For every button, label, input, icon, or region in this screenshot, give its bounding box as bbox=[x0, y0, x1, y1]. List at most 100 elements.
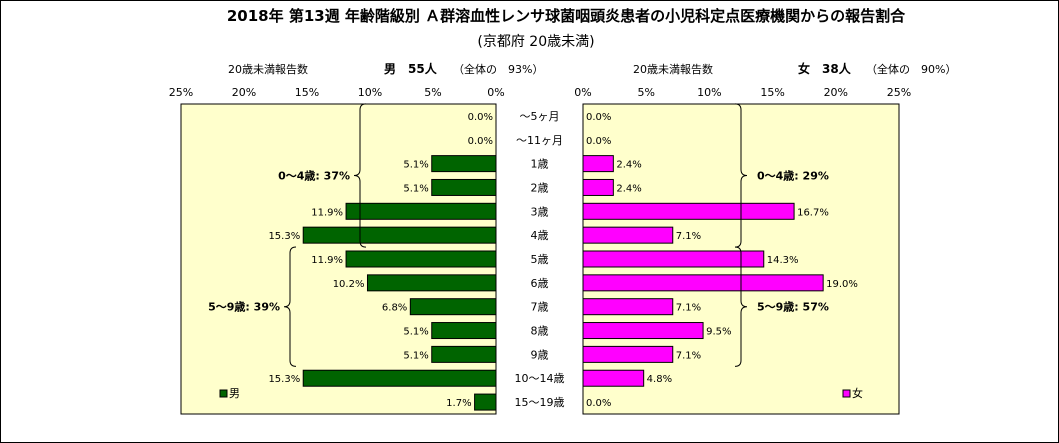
female-bar bbox=[582, 202, 795, 220]
female-bar-label: 14.3% bbox=[767, 255, 799, 266]
category-label: ～5ヶ月 bbox=[520, 110, 560, 123]
female-tick-label: 5% bbox=[637, 86, 654, 99]
chart-subtitle: (京都府 20歳未満) bbox=[477, 34, 594, 50]
male-bar bbox=[474, 393, 497, 411]
male-bar-label: 6.8% bbox=[382, 303, 407, 314]
female-total: 女 38人 bbox=[798, 61, 852, 76]
female-bar bbox=[582, 345, 674, 363]
male-bar-label: 5.1% bbox=[403, 350, 428, 361]
age-group-bracket bbox=[734, 246, 748, 367]
female-caption: 20歳未満報告数 bbox=[633, 63, 713, 76]
category-label: 5歳 bbox=[531, 253, 549, 266]
male-tick-label: 0% bbox=[487, 86, 504, 99]
male-bar bbox=[431, 178, 497, 196]
female-bar bbox=[582, 155, 614, 173]
category-label: 4歳 bbox=[531, 229, 549, 242]
age-group-bracket bbox=[353, 103, 367, 248]
female-bar-label: 0.0% bbox=[586, 136, 611, 147]
category-label: 6歳 bbox=[531, 277, 549, 290]
male-tick-label: 5% bbox=[424, 86, 441, 99]
chart-title: 2018年 第13週 年齢階級別 Ａ群溶血性レンサ球菌咽頭炎患者の小児科定点医療… bbox=[227, 7, 906, 25]
bar-data-labels: 0.0% 0.0% 0.0% 0.0% 5.1% 2.4% 5.1% 2.4% 11.9% 16.… bbox=[268, 112, 858, 409]
female-bar bbox=[582, 226, 674, 244]
male-bar-label: 1.7% bbox=[446, 398, 471, 409]
male-bar bbox=[431, 322, 497, 340]
female-bar-label: 0.0% bbox=[586, 112, 611, 123]
female-bar-label: 9.5% bbox=[706, 327, 731, 338]
male-bar bbox=[302, 226, 497, 244]
category-label: 2歳 bbox=[531, 181, 549, 194]
female-bar-label: 16.7% bbox=[797, 207, 829, 218]
female-share: （全体の 90%） bbox=[866, 62, 956, 76]
female-bar-label: 4.8% bbox=[647, 374, 672, 385]
male-bar bbox=[366, 274, 497, 292]
category-label: 1歳 bbox=[531, 158, 549, 171]
category-label: 15～19歳 bbox=[515, 396, 565, 409]
female-bar bbox=[582, 369, 645, 387]
female-tick-label: 15% bbox=[760, 86, 784, 99]
female-bar bbox=[582, 322, 704, 340]
male-bar bbox=[302, 369, 497, 387]
female-tick-label: 10% bbox=[697, 86, 721, 99]
female-legend-swatch bbox=[842, 389, 851, 398]
male-bar-label: 0.0% bbox=[468, 112, 493, 123]
category-label: 9歳 bbox=[531, 348, 549, 361]
category-labels: ～5ヶ月 ～11ヶ月 1歳 2歳 3歳 4歳 5歳 6歳 7歳 8歳 9歳 10～14歳 15～19歳 bbox=[515, 110, 565, 409]
male-axis-ticks: 25% 20% 15% 10% 5% 0% bbox=[169, 86, 505, 99]
category-label: 8歳 bbox=[531, 325, 549, 338]
male-bar bbox=[431, 345, 497, 363]
male-total: 男 55人 bbox=[384, 61, 438, 76]
male-legend-label: 男 bbox=[229, 387, 240, 400]
male-tick-label: 20% bbox=[232, 86, 256, 99]
male-bar-label: 0.0% bbox=[468, 136, 493, 147]
chart-legend: 男女 bbox=[219, 386, 863, 400]
female-bar bbox=[582, 250, 765, 268]
age-group-bracket bbox=[734, 103, 748, 248]
female-tick-label: 20% bbox=[824, 86, 848, 99]
female-bar bbox=[582, 178, 614, 196]
male-bar-label: 11.9% bbox=[311, 207, 343, 218]
male-bar-label: 15.3% bbox=[268, 231, 300, 242]
age-group-brackets: 0～4歳: 37% 5～9歳: 39% 0～4歳: 29% 5～9歳: 57% bbox=[208, 103, 829, 367]
category-label: 10～14歳 bbox=[515, 372, 565, 385]
age-group-label: 5～9歳: 57% bbox=[757, 300, 829, 314]
male-bar bbox=[431, 155, 497, 173]
female-bar-label: 19.0% bbox=[826, 279, 858, 290]
male-bar-label: 10.2% bbox=[333, 279, 365, 290]
category-label: 3歳 bbox=[531, 205, 549, 218]
male-tick-label: 15% bbox=[295, 86, 319, 99]
age-group-label: 0～4歳: 29% bbox=[757, 169, 829, 183]
male-bar-label: 5.1% bbox=[403, 160, 428, 171]
male-bar-label: 15.3% bbox=[268, 374, 300, 385]
male-share: （全体の 93%） bbox=[453, 62, 543, 76]
male-bar-label: 5.1% bbox=[403, 327, 428, 338]
male-tick-label: 25% bbox=[169, 86, 193, 99]
age-group-label: 5～9歳: 39% bbox=[208, 300, 280, 314]
male-caption: 20歳未満報告数 bbox=[228, 63, 308, 76]
category-label: 7歳 bbox=[531, 301, 549, 314]
female-bar bbox=[582, 274, 824, 292]
male-legend-swatch bbox=[219, 389, 228, 398]
female-tick-label: 0% bbox=[574, 86, 591, 99]
female-tick-label: 25% bbox=[887, 86, 911, 99]
male-bar bbox=[345, 250, 497, 268]
female-bar bbox=[582, 298, 674, 316]
female-bar-label: 2.4% bbox=[616, 183, 641, 194]
female-axis-ticks: 0% 5% 10% 15% 20% 25% bbox=[574, 86, 911, 99]
male-bar-label: 11.9% bbox=[311, 255, 343, 266]
female-bar-label: 2.4% bbox=[616, 160, 641, 171]
male-bar-label: 5.1% bbox=[403, 183, 428, 194]
female-bar-label: 7.1% bbox=[676, 303, 701, 314]
age-group-bracket bbox=[283, 246, 297, 367]
female-bar-label: 7.1% bbox=[676, 231, 701, 242]
male-bar bbox=[345, 202, 497, 220]
category-label: ～11ヶ月 bbox=[516, 134, 563, 147]
female-bar-label: 7.1% bbox=[676, 350, 701, 361]
female-legend-label: 女 bbox=[852, 386, 863, 400]
age-group-label: 0～4歳: 37% bbox=[278, 169, 350, 183]
male-bar bbox=[409, 298, 497, 316]
male-tick-label: 10% bbox=[358, 86, 382, 99]
female-bar-label: 0.0% bbox=[586, 398, 611, 409]
